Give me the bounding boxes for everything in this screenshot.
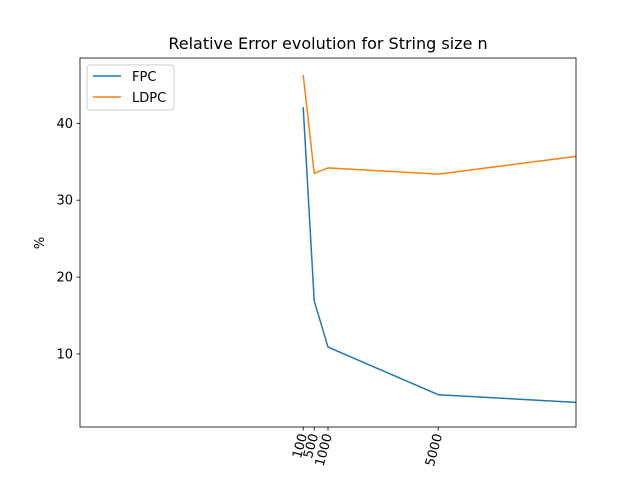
y-tick-label: 30 bbox=[56, 194, 73, 209]
x-tick-label: 100 bbox=[290, 432, 311, 460]
y-tick-label: 40 bbox=[56, 117, 73, 132]
legend-label-ldpc: LDPC bbox=[132, 91, 166, 106]
legend-label-fpc: FPC bbox=[132, 70, 156, 85]
y-tick-label: 10 bbox=[56, 347, 73, 362]
y-tick-label: 20 bbox=[56, 271, 73, 286]
chart-title: Relative Error evolution for String size… bbox=[168, 34, 487, 53]
legend: FPC LDPC bbox=[86, 64, 175, 111]
x-tick-label: 500 bbox=[301, 432, 322, 460]
y-axis-label: % bbox=[33, 237, 48, 249]
y-axis: 10 20 30 40 bbox=[56, 117, 80, 362]
